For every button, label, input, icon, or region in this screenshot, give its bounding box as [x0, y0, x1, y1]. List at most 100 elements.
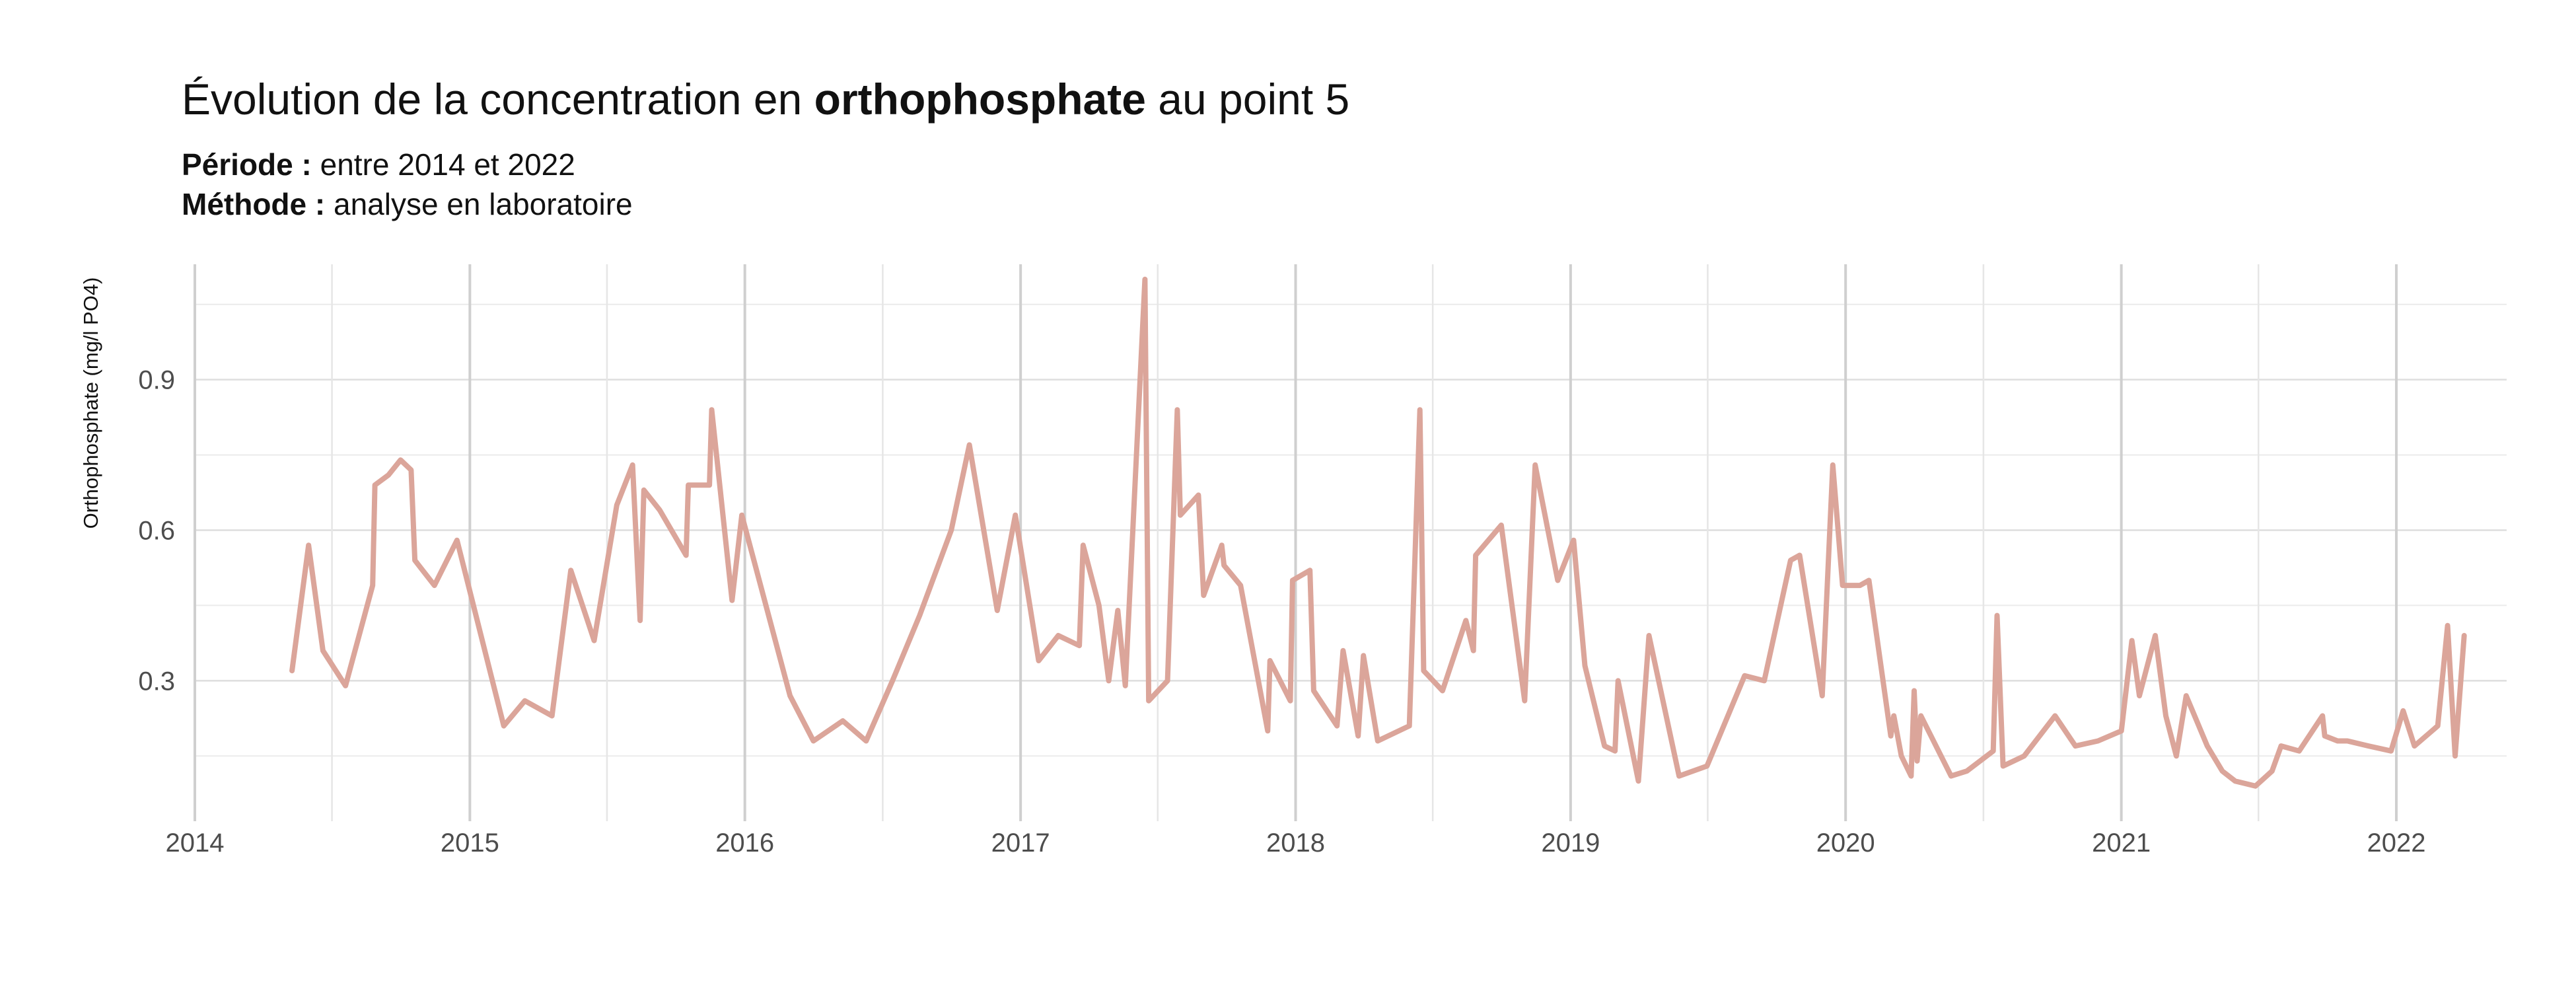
data-point [1743, 674, 1746, 677]
data-point [410, 468, 413, 472]
data-point [1107, 679, 1110, 682]
subtitle-method-text: analyse en laboratoire [334, 187, 633, 221]
data-point [2390, 749, 2392, 752]
data-point [2138, 694, 2141, 698]
data-point [2454, 754, 2456, 758]
data-point [1523, 699, 1526, 702]
data-point [2001, 764, 2005, 768]
data-point [2074, 745, 2077, 748]
data-point [1889, 734, 1892, 737]
data-point [2054, 714, 2057, 717]
data-point [995, 609, 999, 612]
data-point [865, 739, 868, 743]
data-point [2022, 754, 2026, 758]
data-point [1583, 664, 1587, 667]
data-point [1223, 564, 1226, 567]
data-point [1268, 659, 1271, 662]
data-point [1143, 277, 1147, 281]
data-point [1705, 764, 1709, 768]
subtitle-period-text: entre 2014 et 2022 [320, 147, 575, 182]
data-point [1789, 559, 1792, 562]
data-point [1037, 659, 1040, 662]
y-axis-label: Orthophosphate (mg/l PO4) [79, 277, 102, 529]
data-point [658, 509, 661, 512]
data-point [684, 554, 688, 557]
data-point [2336, 739, 2339, 743]
data-point [2345, 739, 2349, 743]
tick-layer: 0.3 0.6 0.9 2014 2015 2016 2017 2018 2019 2020 202… [138, 366, 2425, 858]
data-point [592, 639, 596, 642]
data-point [2205, 745, 2209, 748]
data-point [891, 679, 894, 682]
data-point [731, 599, 734, 602]
x-tick-label: 2017 [991, 828, 1050, 858]
data-point [1637, 780, 1640, 783]
data-point [2279, 745, 2283, 748]
x-tick-label: 2019 [1541, 828, 1600, 858]
data-point [433, 584, 436, 587]
subtitle-period-label: Période : [182, 147, 312, 182]
data-point [2120, 729, 2123, 733]
data-point [1202, 594, 1205, 597]
data-point [631, 463, 634, 466]
data-point [1949, 774, 1952, 778]
data-point [789, 694, 792, 698]
chart-title: Évolution de la concentration en orthoph… [182, 75, 1349, 124]
data-point [1124, 684, 1127, 687]
data-point [1614, 749, 1617, 752]
data-point [1820, 694, 1824, 698]
data-point [1892, 714, 1896, 717]
data-point [2254, 784, 2257, 788]
data-point [1197, 494, 1200, 497]
data-point [413, 559, 417, 562]
data-point [2233, 780, 2236, 783]
data-point [550, 714, 554, 717]
x-tick-label: 2016 [715, 828, 774, 858]
data-point [373, 484, 376, 487]
data-point [291, 669, 294, 673]
data-point [1097, 604, 1100, 607]
data-point [1603, 745, 1606, 748]
data-point [1867, 579, 1871, 582]
chart-subtitle-period: Période : entre 2014 et 2022 [182, 147, 575, 182]
data-point [1362, 654, 1365, 657]
data-point [2297, 749, 2301, 752]
data-point [615, 503, 618, 507]
data-point [1913, 689, 1915, 692]
data-point [1858, 584, 1861, 587]
y-tick-label: 0.6 [138, 517, 175, 546]
data-point [321, 649, 324, 652]
data-point [1342, 649, 1345, 652]
data-point [1900, 754, 1903, 758]
data-point [1763, 679, 1766, 682]
data-point [1220, 544, 1223, 547]
data-point [371, 584, 375, 587]
data-point [812, 739, 815, 743]
data-point [1176, 408, 1179, 412]
data-point [523, 699, 526, 702]
data-point [1336, 724, 1339, 727]
data-point [687, 484, 690, 487]
data-point [1991, 749, 1995, 752]
data-point [1472, 649, 1475, 652]
data-point [968, 443, 971, 447]
data-point [1647, 634, 1651, 637]
data-point [1678, 774, 1681, 778]
data-point [1014, 513, 1017, 517]
data-point [2413, 745, 2416, 748]
data-point [1422, 669, 1425, 673]
data-point [1057, 634, 1060, 637]
chart-title-emphasis: orthophosphate [814, 75, 1146, 124]
data-point [1291, 579, 1294, 582]
data-point [1312, 689, 1315, 692]
data-point [1166, 679, 1169, 682]
grid-layer [194, 264, 2507, 821]
data-point [918, 614, 921, 617]
data-point [2462, 634, 2466, 637]
data-point [1499, 523, 1503, 527]
data-point [502, 724, 505, 727]
data-point [2402, 709, 2405, 712]
data-point [1308, 569, 1312, 572]
data-point [1408, 724, 1411, 727]
